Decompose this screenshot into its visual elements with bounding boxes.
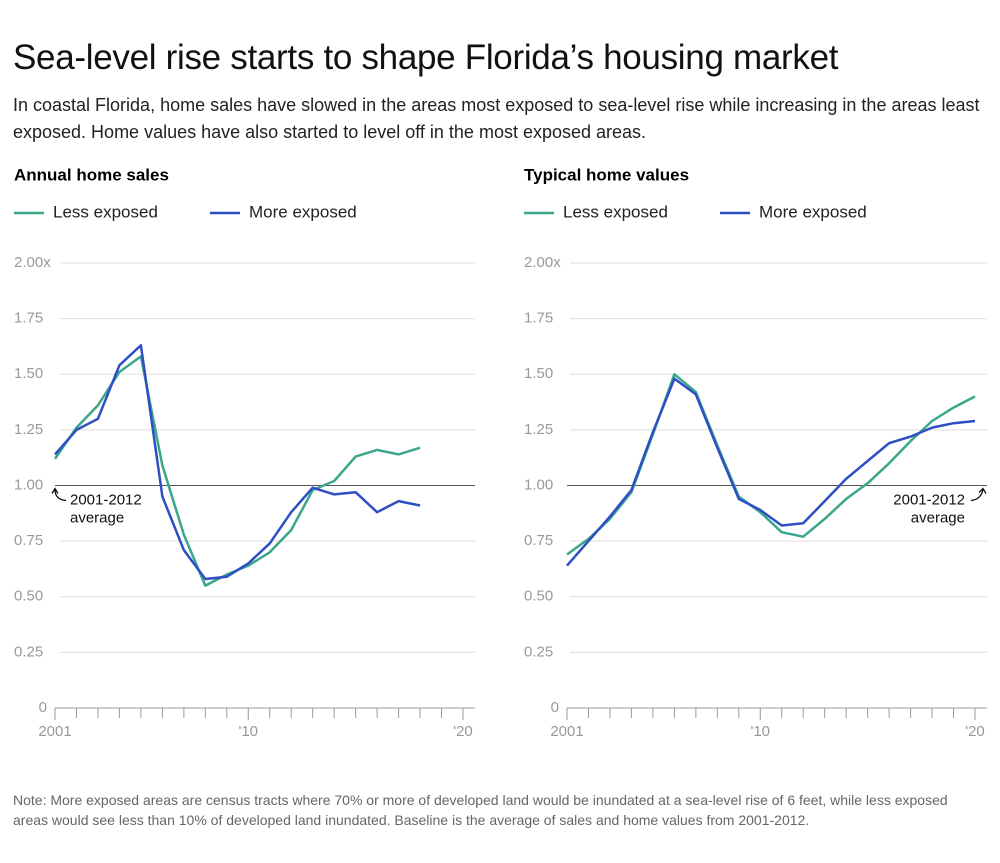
- y-tick-label: 1.25: [14, 421, 43, 438]
- annotation-arrow: [970, 487, 987, 502]
- y-tick-label: 1.50: [524, 365, 553, 382]
- y-tick-label: 0: [39, 699, 47, 716]
- y-tick-label: 1.50: [14, 365, 43, 382]
- chart-title: Annual home sales: [14, 165, 169, 184]
- legend-label: More exposed: [759, 202, 867, 221]
- annotation: 2001-2012: [893, 491, 965, 508]
- x-tick-label: '20: [453, 723, 473, 740]
- title: Sea-level rise starts to shape Florida’s…: [13, 38, 839, 77]
- data-line: [566, 373, 976, 556]
- y-tick-label: 0.25: [14, 643, 43, 660]
- subtitle: In coastal Florida, home sales have slow…: [13, 95, 980, 142]
- annotation: 2001-2012: [70, 491, 142, 508]
- legend-label: More exposed: [249, 202, 357, 221]
- y-tick-label: 1.25: [524, 421, 553, 438]
- annotation: average: [911, 509, 965, 526]
- legend-label: Less exposed: [53, 202, 158, 221]
- y-tick-label: 0: [551, 699, 559, 716]
- y-tick-label: 0.50: [524, 588, 553, 605]
- y-tick-label: 1.00: [524, 476, 553, 493]
- x-tick-label: '20: [965, 723, 985, 740]
- annotation-arrow: [51, 487, 67, 502]
- x-tick-label: 2001: [550, 723, 583, 740]
- y-tick-label: 1.75: [524, 310, 553, 327]
- data-line: [566, 377, 976, 567]
- y-tick-label: 0.75: [524, 532, 553, 549]
- legend-label: Less exposed: [563, 202, 668, 221]
- y-tick-label: 2.00x: [524, 254, 561, 271]
- y-tick-label: 1.75: [14, 310, 43, 327]
- charts: Annual home sales Less exposed More expose…: [14, 165, 987, 740]
- y-tick-label: 0.25: [524, 643, 553, 660]
- y-tick-label: 0.50: [14, 588, 43, 605]
- y-tick-label: 2.00x: [14, 254, 51, 271]
- x-tick-label: 2001: [38, 723, 71, 740]
- data-line: [54, 344, 421, 581]
- chart-title: Typical home values: [524, 165, 689, 184]
- y-tick-label: 1.00: [14, 476, 43, 493]
- x-tick-label: '10: [238, 723, 258, 740]
- note: Note: More exposed areas are census trac…: [13, 792, 948, 828]
- annotation: average: [70, 509, 124, 526]
- x-tick-label: '10: [750, 723, 770, 740]
- y-tick-label: 0.75: [14, 532, 43, 549]
